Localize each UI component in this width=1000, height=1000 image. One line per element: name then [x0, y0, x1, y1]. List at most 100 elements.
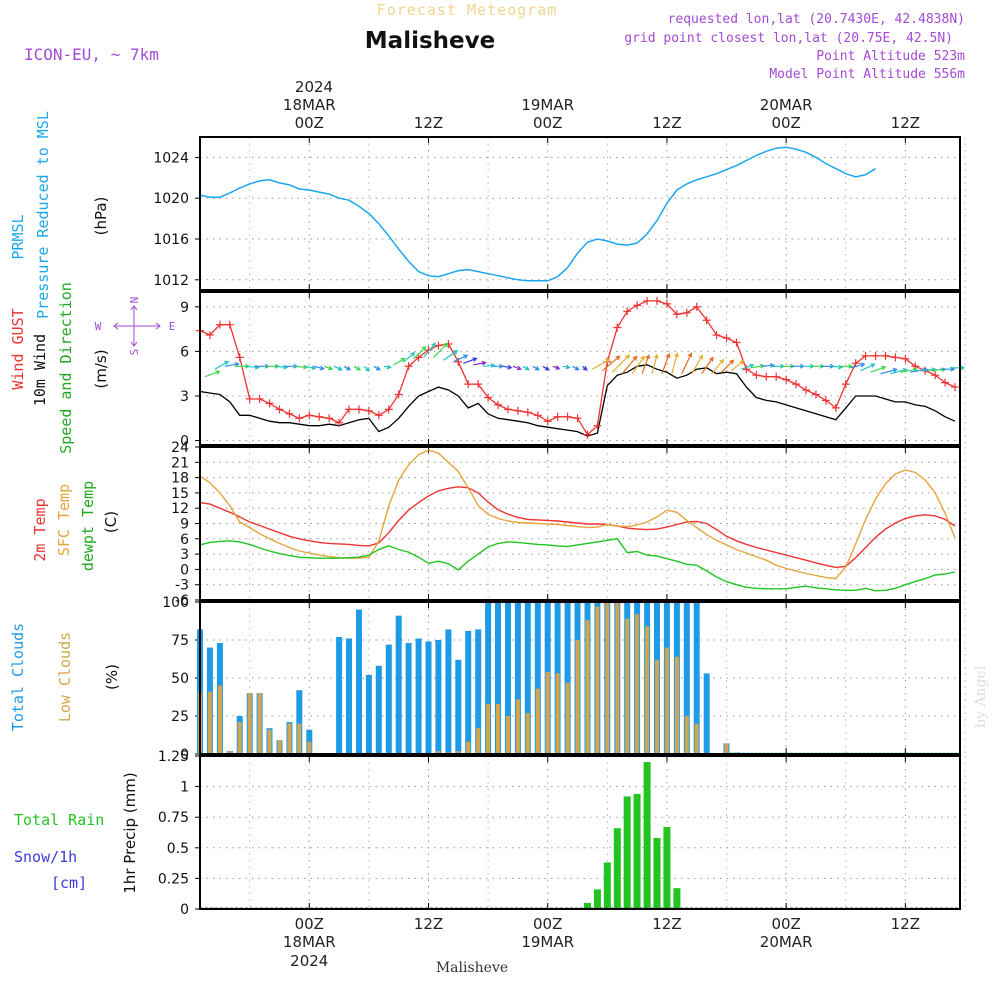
wind-arrow — [423, 342, 437, 358]
low-cloud-bar — [525, 713, 530, 754]
low-cloud-bar — [615, 602, 620, 754]
temp-2m-line — [199, 486, 956, 569]
wind-arrow — [323, 365, 334, 371]
dewpoint-line — [199, 538, 956, 592]
dewpoint-label: dewpt Temp — [79, 481, 97, 571]
bottom-day-label: 19MAR — [521, 933, 574, 951]
requested-coordinates: requested lon,lat (20.7430E, 42.4838N) — [668, 12, 965, 27]
low-cloud-bar — [565, 682, 570, 754]
y-tick-label: 0 — [180, 434, 189, 450]
y-tick-label: 0 — [180, 562, 189, 578]
wind-arrow — [611, 354, 630, 373]
wind-arrow — [433, 342, 449, 358]
clouds-y-axis: 0 25 50 75 100 — [162, 595, 906, 763]
top-day-label: 18MAR — [283, 96, 336, 114]
total-cloud-bar — [415, 638, 422, 754]
wind-gust-point — [682, 308, 691, 317]
wind-arrow — [453, 354, 469, 363]
top-time-label: 12Z — [891, 114, 920, 132]
pressure-label: PRMSL — [9, 214, 27, 259]
wind-arrow — [840, 363, 854, 369]
bottom-time-label: 00Z — [771, 915, 800, 933]
wind-arrow — [343, 365, 352, 371]
wind-gust-point — [424, 345, 433, 354]
total-cloud-bar — [514, 602, 521, 754]
low-cloud-bar — [664, 647, 669, 754]
wind-gust-point — [831, 403, 840, 412]
wind-arrow — [522, 365, 530, 371]
panel-frame — [199, 755, 961, 910]
wind-arrow — [512, 365, 522, 371]
panel-frame — [199, 136, 961, 291]
wind-arrow — [950, 365, 966, 371]
low-cloud-bar — [684, 716, 689, 754]
total-cloud-bar — [703, 673, 710, 754]
low-cloud-bar — [625, 618, 630, 754]
wind-arrow — [204, 370, 221, 378]
temp-2m-label: 2m Temp — [31, 498, 49, 561]
wind-gust-point — [732, 338, 741, 347]
wind-gust-point — [633, 301, 642, 310]
wind-arrow — [572, 365, 580, 371]
wind-gust-point — [295, 414, 304, 423]
wind-gust-point — [722, 334, 731, 343]
rain-bar — [633, 793, 641, 909]
wind-gust-point — [613, 323, 622, 332]
y-tick-label: 3 — [180, 389, 189, 405]
wind-arrow — [413, 346, 427, 360]
wind-gust-point — [494, 400, 503, 409]
location-title: Malisheve — [365, 28, 495, 54]
total-cloud-bar — [465, 630, 472, 754]
wind-gust-point — [871, 351, 880, 360]
rain-bar — [643, 762, 651, 909]
wind-arrow — [353, 365, 362, 371]
model-label: ICON-EU, ~ 7km — [24, 45, 159, 64]
model-point-altitude: Model Point Altitude 556m — [769, 67, 965, 82]
wind-speed-direction-label: Speed and Direction — [57, 282, 75, 454]
wind-unit-label: (m/s) — [92, 349, 110, 388]
low-cloud-bar — [297, 723, 302, 754]
y-tick-label: 9 — [180, 300, 189, 316]
panel-pressure: 1012 1016 1020 1024 PRMSL Pressure Reduced to… — [9, 111, 966, 319]
wind-gust-point — [354, 405, 363, 414]
wind-arrow — [214, 360, 230, 370]
wind-arrow — [661, 352, 671, 374]
wind-arrow — [373, 365, 381, 371]
wind-gust-point — [364, 406, 373, 415]
total-cloud-bar — [346, 638, 352, 754]
wind-arrow — [532, 365, 540, 371]
wind-gust-point — [404, 362, 413, 371]
wind-gust-point — [285, 409, 294, 418]
wind-gust-point — [533, 411, 542, 420]
low-cloud-bar — [585, 620, 590, 754]
low-cloud-bar — [486, 703, 491, 754]
y-tick-label: 6 — [180, 344, 189, 360]
total-cloud-bar — [693, 602, 700, 754]
top-time-label: 12Z — [652, 114, 681, 132]
panel-clouds: 0 25 50 75 100 Total Clouds Low Clouds (%) — [9, 595, 966, 763]
total-cloud-bar — [534, 602, 541, 754]
wind-gust-point — [503, 405, 512, 414]
wind-arrow — [701, 356, 714, 375]
top-axis-year: 2024 — [295, 78, 333, 96]
rain-bar — [584, 902, 591, 909]
wind-arrow — [403, 351, 416, 363]
y-tick-label: 0 — [180, 747, 189, 763]
low-cloud-bar — [436, 751, 441, 754]
low-cloud-bar — [605, 602, 610, 754]
total-cloud-bar — [435, 640, 442, 754]
wind-arrow — [850, 362, 866, 369]
bottom-time-label: 12Z — [891, 915, 920, 933]
low-cloud-bar — [257, 693, 262, 754]
rain-bar — [663, 827, 671, 909]
total-cloud-bar — [405, 643, 412, 754]
wind-arrow — [383, 364, 392, 370]
grid-point-coordinates: grid point closest lon,lat (20.75E, 42.5… — [624, 31, 953, 46]
total-cloud-bar — [683, 602, 690, 754]
snow-unit-label: [cm] — [51, 874, 87, 892]
wind-gust-point — [563, 412, 572, 421]
top-time-label: 00Z — [295, 114, 324, 132]
wind-gust-point — [941, 378, 950, 387]
